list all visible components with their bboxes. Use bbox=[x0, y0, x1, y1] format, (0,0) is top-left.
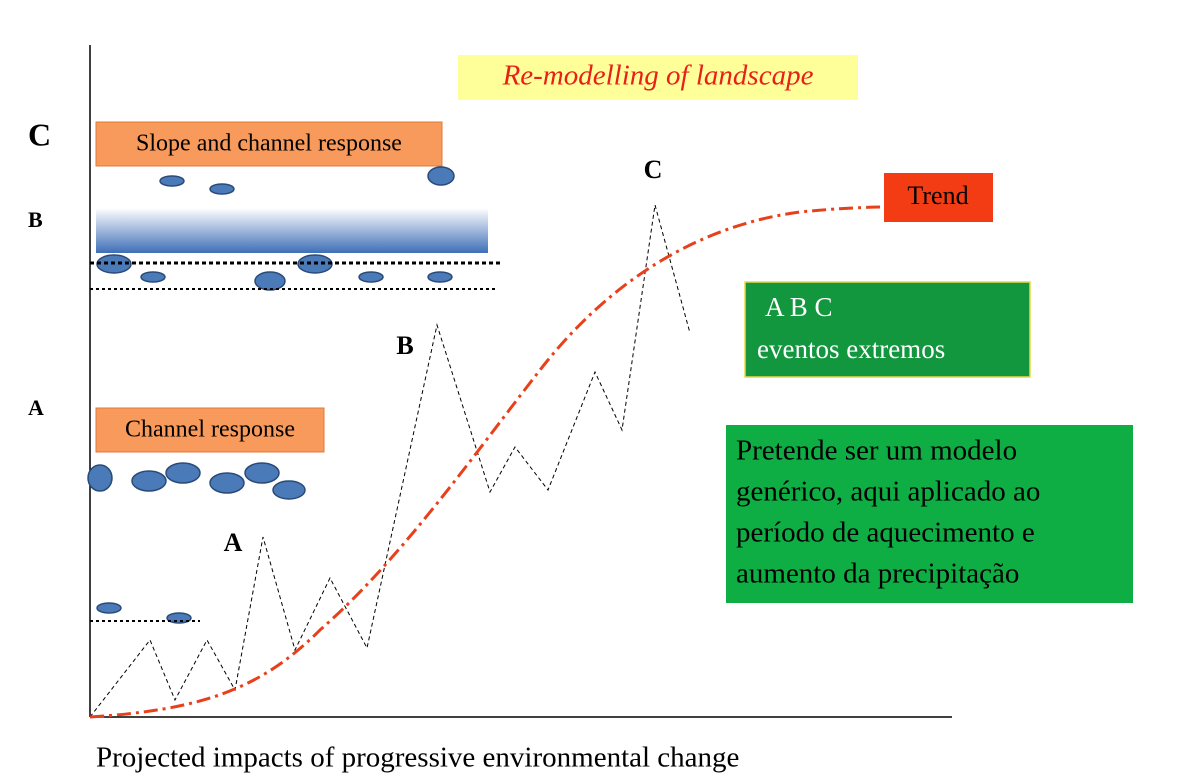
x-axis-label: Projected impacts of progressive environ… bbox=[96, 742, 739, 774]
note-line: Pretende ser um modelo bbox=[736, 435, 1017, 467]
level-label: C bbox=[28, 116, 51, 152]
response-label: Channel response bbox=[125, 417, 295, 443]
peak-label: C bbox=[644, 155, 663, 184]
response-label: Slope and channel response bbox=[136, 131, 402, 157]
level-label: B bbox=[28, 207, 43, 232]
note-line: aumento da precipitação bbox=[736, 558, 1019, 590]
note-line: período de aquecimento e bbox=[736, 517, 1035, 549]
note-line: genérico, aqui aplicado ao bbox=[736, 476, 1040, 508]
events-line bbox=[90, 205, 690, 717]
trend-label: Trend bbox=[907, 181, 968, 210]
title: Re-modelling of landscape bbox=[502, 60, 814, 92]
diagram: Re-modelling of landscape C B A Slope an… bbox=[0, 0, 1184, 783]
water-level bbox=[96, 208, 488, 253]
level-label: A bbox=[28, 395, 44, 420]
events-label: eventos extremos bbox=[757, 334, 945, 364]
events-letters: A B C bbox=[765, 292, 833, 322]
peak-label: A bbox=[224, 528, 243, 557]
peak-label: B bbox=[396, 331, 413, 360]
